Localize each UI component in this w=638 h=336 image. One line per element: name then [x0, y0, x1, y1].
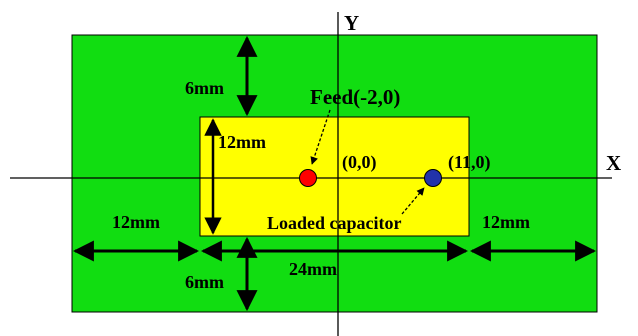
capacitor-pointer-arrow — [401, 187, 425, 215]
bottom-gap-label: 6mm — [185, 272, 224, 292]
capacitor-label: Loaded capacitor — [267, 213, 402, 233]
left-gap-label: 12mm — [112, 212, 160, 232]
feed-point-label: Feed(-2,0) — [310, 85, 400, 109]
capacitor-point-marker — [424, 169, 442, 187]
feed-point-marker — [299, 169, 317, 187]
feed-pointer-arrow — [310, 109, 331, 165]
right-gap-label: 12mm — [482, 212, 530, 232]
capacitor-coordinate-label: (11,0) — [448, 152, 491, 173]
x-axis-label: X — [606, 151, 621, 175]
origin-label: (0,0) — [342, 152, 377, 173]
patch-width-label: 24mm — [289, 259, 337, 279]
y-axis-label: Y — [344, 11, 359, 35]
patch-height-label: 12mm — [218, 132, 266, 152]
top-gap-label: 6mm — [185, 78, 224, 98]
